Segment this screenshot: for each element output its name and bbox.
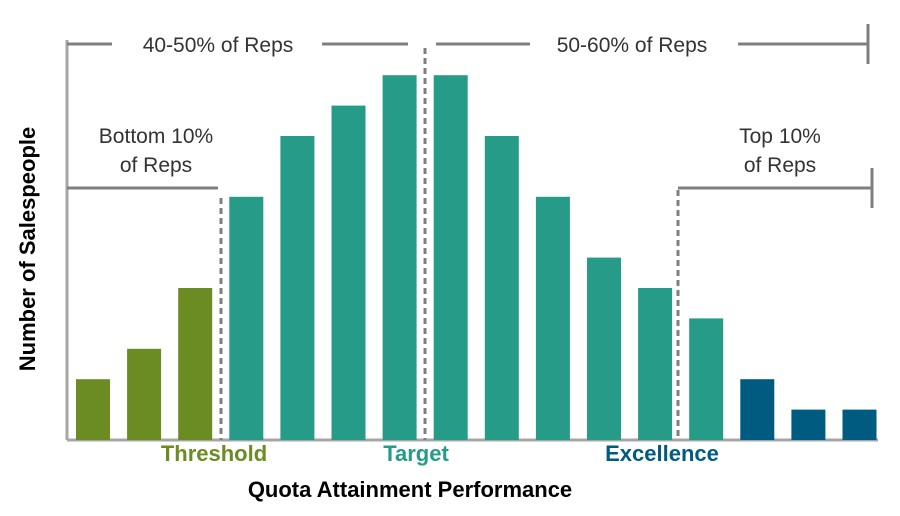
bar-10: [535, 196, 570, 440]
bar-3: [178, 288, 213, 440]
bar-2: [127, 348, 162, 440]
x-axis-title: Quota Attainment Performance: [248, 477, 572, 502]
bar-16: [842, 409, 877, 440]
excellence-label: Excellence: [605, 441, 719, 466]
top-annotation-line2: of Reps: [744, 154, 816, 177]
bottom-annotation-line2: of Reps: [120, 154, 192, 177]
bar-8: [433, 75, 468, 440]
bottom-annotation-line1: Bottom 10%: [99, 125, 213, 148]
bar-1: [76, 379, 110, 440]
bar-12: [638, 288, 673, 440]
bars-group: [76, 75, 877, 440]
bar-7: [382, 75, 417, 440]
middle-right-bracket: [436, 24, 870, 64]
bar-9: [484, 136, 519, 440]
y-axis-title: Number of Salespeople: [15, 127, 40, 372]
threshold-label: Threshold: [161, 441, 267, 466]
bar-15: [791, 409, 826, 440]
bar-4: [229, 196, 264, 440]
bar-13: [689, 318, 724, 440]
top-bracket: [678, 168, 874, 208]
middle-right-annotation: 50-60% of Reps: [557, 34, 708, 57]
target-label: Target: [383, 441, 449, 466]
bar-6: [331, 105, 366, 440]
bar-5: [280, 136, 315, 440]
top-annotation-line1: Top 10%: [739, 125, 821, 148]
middle-left-annotation: 40-50% of Reps: [143, 34, 294, 57]
bar-14: [740, 379, 775, 440]
bar-11: [587, 257, 621, 440]
